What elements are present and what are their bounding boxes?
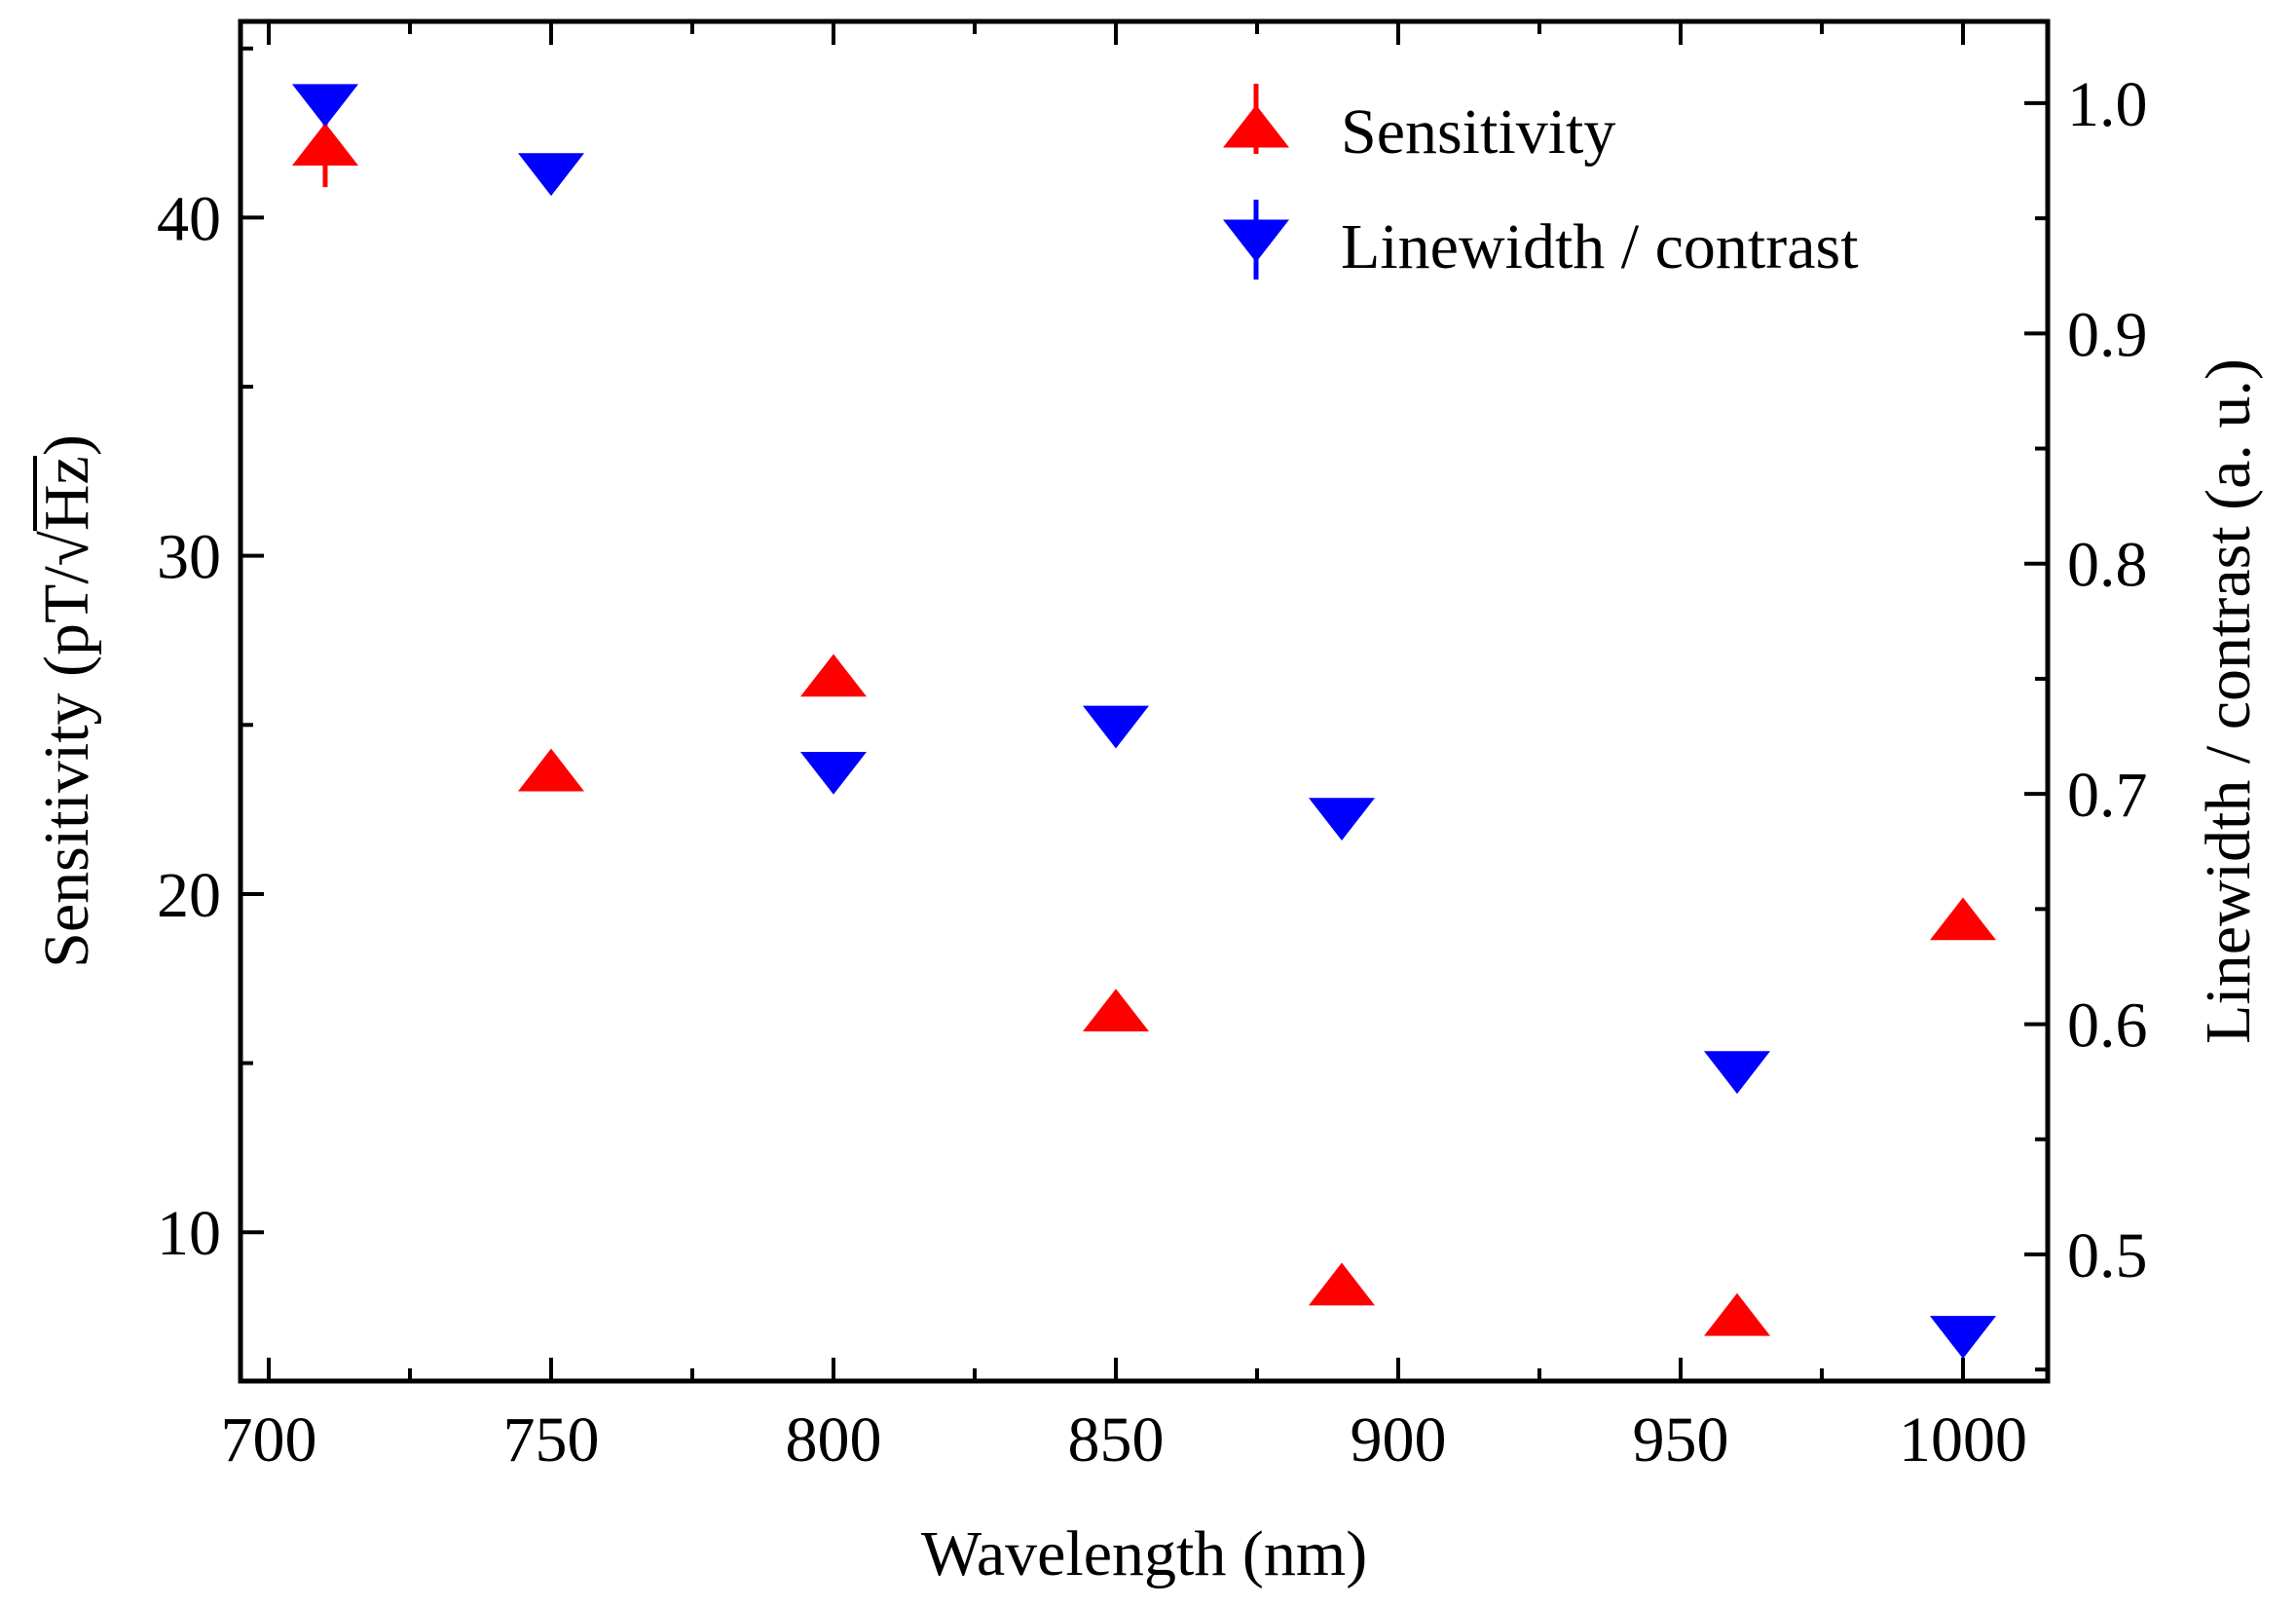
left-axis-title: Sensitivity (pT/√Hz) (31, 434, 102, 968)
legend-marker-linewidth-contrast (1223, 200, 1289, 280)
svg-text:Sensitivity (pT/√Hz): Sensitivity (pT/√Hz) (31, 434, 102, 968)
linewidth-contrast-point (1704, 1051, 1770, 1095)
right-axis-title: Linewidth / contrast (a. u.) (2193, 358, 2264, 1044)
x-tick-label: 1000 (1899, 1404, 2027, 1476)
legend-triangle-linewidth-contrast (1223, 219, 1289, 263)
legend: Sensitivity Linewidth / contrast (1223, 84, 1859, 282)
y-left-tick-label: 20 (157, 860, 221, 931)
sensitivity-point (1083, 989, 1149, 1032)
x-tick-label: 800 (786, 1404, 882, 1476)
y-right-tick-label: 0.5 (2067, 1220, 2148, 1291)
plot-frame (238, 19, 2051, 1384)
sensitivity-point (292, 123, 358, 167)
sensitivity-point (1704, 1292, 1770, 1336)
sensitivity-point (1309, 1262, 1375, 1306)
y-left-tick-label: 10 (157, 1198, 221, 1269)
linewidth-contrast-point (1930, 1316, 1996, 1359)
x-tick-label: 700 (221, 1404, 317, 1476)
linewidth-contrast-point (1083, 705, 1149, 749)
linewidth-contrast-point (518, 153, 584, 197)
legend-label-sensitivity: Sensitivity (1341, 96, 1615, 168)
x-tick-label: 850 (1068, 1404, 1165, 1476)
sensitivity-point (518, 748, 584, 792)
x-axis-title: Wavelength (nm) (921, 1518, 1367, 1589)
y-right-tick-label: 0.6 (2067, 990, 2148, 1062)
x-tick-label: 950 (1633, 1404, 1729, 1476)
linewidth-contrast-point (292, 84, 358, 128)
x-tick-label: 750 (503, 1404, 600, 1476)
y-left-tick-label: 30 (157, 522, 221, 593)
y-right-tick-label: 1.0 (2067, 69, 2148, 140)
y-right-tick-label: 0.8 (2067, 530, 2148, 601)
sensitivity-point (800, 654, 867, 697)
linewidth-contrast-point (1309, 798, 1375, 841)
data-marks (292, 84, 1996, 1359)
linewidth-contrast-point (800, 751, 867, 795)
sensitivity-point (1930, 897, 1996, 941)
tick-labels: 700 750 800 850 900 950 1000 10 20 30 40 0.5 0.6 0.7 0… (157, 69, 2148, 1476)
legend-marker-sensitivity (1223, 84, 1289, 154)
y-left-tick-label: 40 (157, 183, 221, 254)
x-tick-label: 900 (1351, 1404, 1447, 1476)
legend-label-linewidth-contrast: Linewidth / contrast (1341, 211, 1859, 282)
y-right-tick-label: 0.9 (2067, 299, 2148, 370)
y-right-tick-label: 0.7 (2067, 760, 2148, 831)
legend-triangle-sensitivity (1223, 104, 1289, 148)
